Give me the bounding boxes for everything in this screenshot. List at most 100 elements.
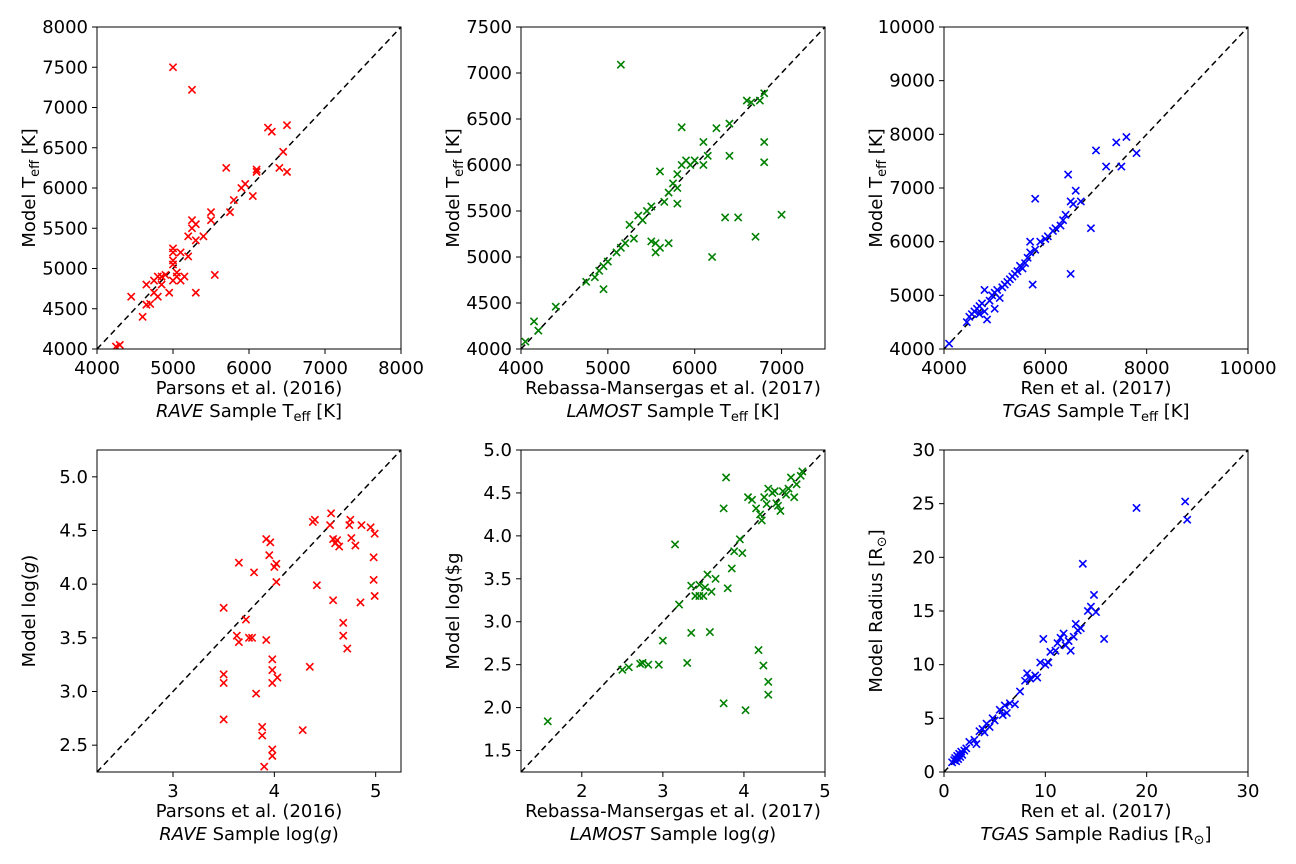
chart-6-ytick-label-5: 20 bbox=[912, 547, 935, 568]
chart-2-ytick-label-5: 6000 bbox=[466, 155, 512, 176]
chart-5-xlabel-line2: LAMOST Sample log(g) bbox=[570, 824, 776, 845]
chart-5-ylabel-main: Model log($g bbox=[443, 552, 464, 669]
chart-2-point-44 bbox=[725, 151, 734, 160]
chart-2-xlabel-quantity: Sample T bbox=[641, 401, 732, 422]
chart-1-point-2 bbox=[187, 85, 197, 94]
chart-5-point-19 bbox=[703, 570, 712, 579]
chart-3-ytick-label-7: 10000 bbox=[878, 17, 935, 38]
chart-5-point-11 bbox=[683, 658, 692, 668]
chart-1-point-28 bbox=[184, 252, 193, 261]
chart-5-xtick-label-1: 2 bbox=[576, 781, 587, 802]
chart-1-point-6 bbox=[138, 312, 147, 321]
chart-3-ytick-label-6: 9000 bbox=[889, 71, 935, 92]
chart-5-point-34 bbox=[751, 504, 761, 513]
chart-2: 4000 5000 6000 7000 4000 4500 5000 5500 6000 6500… bbox=[443, 17, 826, 425]
chart-2-point-39 bbox=[703, 151, 712, 160]
chart-4-point-28 bbox=[273, 673, 282, 682]
chart-5-point-6 bbox=[644, 660, 653, 669]
chart-2-point-13 bbox=[621, 239, 630, 248]
chart-1-point-40 bbox=[225, 207, 235, 217]
chart-1-point-22 bbox=[168, 260, 178, 269]
chart-1-ytick-label-5: 6000 bbox=[42, 178, 88, 199]
chart-5-ylabel: Model log($g bbox=[443, 552, 464, 669]
chart-5-ytick-label-2: 2.0 bbox=[483, 698, 512, 719]
chart-4-xtick-label-1: 3 bbox=[167, 781, 178, 802]
chart-4-point-49 bbox=[357, 520, 366, 530]
chart-6-point-25 bbox=[1000, 701, 1009, 710]
chart-6-ytick-label-1: 0 bbox=[924, 762, 935, 783]
chart-5-point-40 bbox=[762, 499, 771, 509]
chart-6-point-47 bbox=[1069, 632, 1078, 641]
chart-3-identity-line bbox=[944, 27, 1248, 349]
chart-1-xlabel-sub: eff bbox=[294, 410, 312, 425]
chart-5-ytick-label-5: 3.5 bbox=[483, 569, 512, 590]
chart-5-point-32 bbox=[743, 493, 753, 502]
chart-5-xlabel-quantity: Sample log( bbox=[644, 824, 757, 845]
chart-2-point-1 bbox=[521, 337, 530, 346]
chart-5-point-10 bbox=[674, 600, 684, 609]
chart-6-point-20 bbox=[985, 722, 994, 732]
chart-1-point-52 bbox=[282, 121, 292, 130]
chart-3-ytick-label-4: 7000 bbox=[889, 178, 935, 199]
chart-4-point-46 bbox=[347, 533, 356, 543]
chart-3: 4000 6000 8000 10000 4000 5000 6000 7000 8000 900… bbox=[866, 17, 1277, 425]
chart-5-point-37 bbox=[757, 516, 766, 525]
chart-2-point-38 bbox=[699, 137, 708, 147]
chart-4-point-24 bbox=[268, 751, 277, 761]
chart-5-xlabel-close: ) bbox=[769, 824, 776, 845]
chart-4-point-13 bbox=[258, 722, 267, 732]
chart-6-point-51 bbox=[1078, 559, 1087, 568]
chart-5-point-3 bbox=[624, 663, 633, 672]
chart-6-xlabel-sample-name: TGAS bbox=[980, 824, 1029, 845]
chart-2-point-3 bbox=[534, 326, 543, 335]
chart-2-ylabel-unit: [K] bbox=[443, 128, 464, 160]
chart-4-frame bbox=[96, 449, 402, 773]
chart-2-ylabel: Model Teff [K] bbox=[443, 128, 467, 247]
chart-4-point-14 bbox=[258, 731, 267, 740]
chart-2-ytick-label-4: 5500 bbox=[466, 201, 512, 222]
chart-6-point-43 bbox=[1059, 629, 1068, 638]
chart-6-xlabel-line1: Ren et al. (2017) bbox=[1020, 801, 1171, 822]
chart-5: 2 3 4 5 1.5 2.0 2.5 3.0 3.5 4.0 4.5 5.0 Rebassa-Mans… bbox=[443, 440, 831, 845]
chart-6-xlabel-line2: TGAS Sample Radius [R⊙] bbox=[980, 824, 1211, 848]
chart-3-point-28 bbox=[1020, 258, 1030, 268]
chart-6-xlabel-unit: ] bbox=[1205, 824, 1212, 845]
chart-4-point-30 bbox=[305, 662, 314, 671]
chart-6-point-24 bbox=[998, 710, 1007, 720]
chart-5-point-35 bbox=[754, 645, 763, 655]
chart-6-ytick-label-3: 10 bbox=[912, 655, 935, 676]
chart-2-xtick-label-2: 5000 bbox=[585, 358, 631, 379]
chart-4-point-6 bbox=[232, 631, 242, 640]
chart-2-point-2 bbox=[529, 317, 539, 326]
chart-1-point-35 bbox=[199, 232, 208, 241]
chart-4-point-10 bbox=[247, 633, 257, 642]
chart-2-point-4 bbox=[551, 302, 560, 311]
chart-2-identity-line bbox=[521, 27, 825, 349]
chart-1-ytick-label-8: 7500 bbox=[42, 57, 88, 78]
chart-3-xlabel-line2: TGAS Sample Teff [K] bbox=[1002, 401, 1189, 425]
chart-1-point-17 bbox=[165, 288, 174, 297]
chart-2-point-27 bbox=[664, 188, 673, 197]
chart-4-point-43 bbox=[343, 644, 352, 653]
chart-5-point-4 bbox=[636, 659, 645, 668]
chart-2-ytick-label-7: 7000 bbox=[466, 63, 512, 84]
chart-4: 3 4 5 2.5 3.0 3.5 4.0 4.5 5.0 Parsons et al. (201… bbox=[19, 449, 402, 845]
chart-6-ylabel-unit: ] bbox=[866, 529, 887, 536]
chart-1-ylabel-sub: eff bbox=[28, 159, 43, 177]
chart-2-point-5 bbox=[581, 277, 591, 287]
chart-5-point-17 bbox=[699, 591, 708, 601]
chart-3-ytick-label-1: 4000 bbox=[889, 339, 935, 360]
chart-1-xtick-label-2: 5000 bbox=[150, 358, 196, 379]
chart-6-xtick-label-3: 20 bbox=[1135, 781, 1158, 802]
chart-4-point-48 bbox=[356, 598, 365, 607]
chart-3-ylabel: Model Teff [K] bbox=[866, 128, 890, 247]
chart-6-xtick-label-2: 10 bbox=[1034, 781, 1057, 802]
chart-3-ytick-label-5: 8000 bbox=[889, 124, 935, 145]
chart-4-point-37 bbox=[328, 596, 338, 605]
chart-1-ytick-label-3: 5000 bbox=[42, 259, 88, 280]
chart-5-point-48 bbox=[776, 506, 785, 516]
chart-5-point-24 bbox=[719, 699, 728, 708]
chart-3-point-51 bbox=[1122, 132, 1131, 142]
chart-6-ytick-label-2: 5 bbox=[924, 708, 935, 729]
